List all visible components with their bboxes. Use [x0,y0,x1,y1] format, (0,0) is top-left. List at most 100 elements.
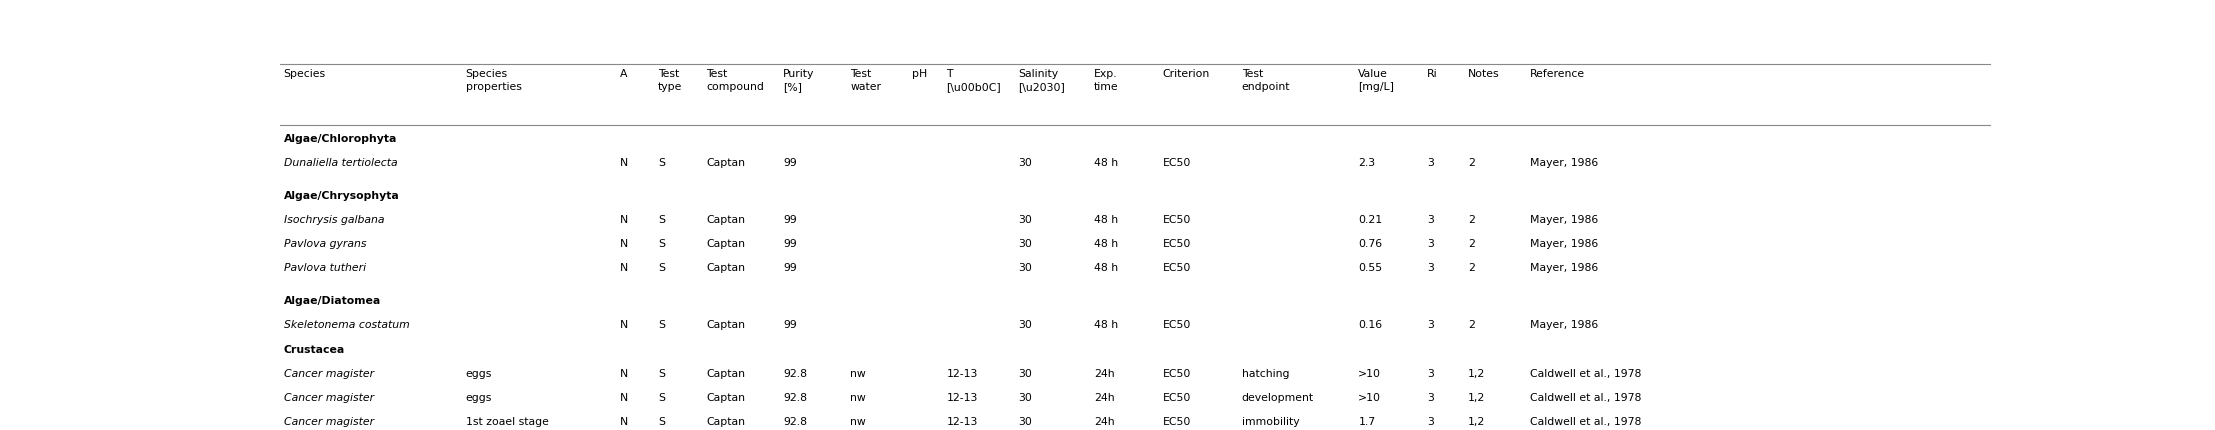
Text: Isochrysis galbana: Isochrysis galbana [284,215,383,225]
Text: 24h: 24h [1094,392,1114,402]
Text: Algae/Chlorophyta: Algae/Chlorophyta [284,134,396,144]
Text: S: S [658,368,664,378]
Text: S: S [658,319,664,329]
Text: 48 h: 48 h [1094,158,1119,168]
Text: EC50: EC50 [1163,416,1192,426]
Text: Species: Species [284,69,326,79]
Text: 30: 30 [1019,262,1032,273]
Text: Test
type: Test type [658,69,682,92]
Text: 99: 99 [784,239,797,249]
Text: Mayer, 1986: Mayer, 1986 [1531,158,1599,168]
Text: Skeletonema costatum: Skeletonema costatum [284,319,410,329]
Text: A: A [620,69,627,79]
Text: 99: 99 [784,319,797,329]
Text: Test
water: Test water [851,69,882,92]
Text: Salinity
[\u2030]: Salinity [\u2030] [1019,69,1065,92]
Text: 3: 3 [1426,215,1433,225]
Text: EC50: EC50 [1163,368,1192,378]
Text: Captan: Captan [707,239,744,249]
Text: 30: 30 [1019,239,1032,249]
Text: Caldwell et al., 1978: Caldwell et al., 1978 [1531,368,1641,378]
Text: 2.3: 2.3 [1358,158,1376,168]
Text: 3: 3 [1426,416,1433,426]
Text: S: S [658,262,664,273]
Text: 2: 2 [1469,319,1475,329]
Text: 3: 3 [1426,239,1433,249]
Text: 1,2: 1,2 [1469,368,1486,378]
Text: 2: 2 [1469,215,1475,225]
Text: EC50: EC50 [1163,262,1192,273]
Text: EC50: EC50 [1163,215,1192,225]
Text: Algae/Chrysophyta: Algae/Chrysophyta [284,190,399,200]
Text: 1,2: 1,2 [1469,392,1486,402]
Text: development: development [1243,392,1313,402]
Text: 3: 3 [1426,319,1433,329]
Text: Purity
[%]: Purity [%] [784,69,815,92]
Text: Crustacea: Crustacea [284,344,346,354]
Text: Test
compound: Test compound [707,69,764,92]
Text: 1st zoael stage: 1st zoael stage [465,416,549,426]
Text: Captan: Captan [707,368,744,378]
Text: 12-13: 12-13 [946,392,977,402]
Text: immobility: immobility [1243,416,1300,426]
Text: 1.7: 1.7 [1358,416,1376,426]
Text: N: N [620,239,629,249]
Text: 3: 3 [1426,368,1433,378]
Text: Caldwell et al., 1978: Caldwell et al., 1978 [1531,392,1641,402]
Text: 1,2: 1,2 [1469,416,1486,426]
Text: S: S [658,392,664,402]
Text: N: N [620,416,629,426]
Text: Captan: Captan [707,416,744,426]
Text: 99: 99 [784,215,797,225]
Text: 2: 2 [1469,262,1475,273]
Text: N: N [620,392,629,402]
Text: 99: 99 [784,262,797,273]
Text: nw: nw [851,368,866,378]
Text: Captan: Captan [707,392,744,402]
Text: 0.16: 0.16 [1358,319,1382,329]
Text: 48 h: 48 h [1094,319,1119,329]
Text: 0.21: 0.21 [1358,215,1382,225]
Text: Reference: Reference [1531,69,1586,79]
Text: 12-13: 12-13 [946,416,977,426]
Text: pH: pH [913,69,928,79]
Text: S: S [658,215,664,225]
Text: 92.8: 92.8 [784,368,806,378]
Text: 30: 30 [1019,215,1032,225]
Text: EC50: EC50 [1163,392,1192,402]
Text: Criterion: Criterion [1163,69,1209,79]
Text: Dunaliella tertiolecta: Dunaliella tertiolecta [284,158,396,168]
Text: 3: 3 [1426,262,1433,273]
Text: Captan: Captan [707,215,744,225]
Text: S: S [658,239,664,249]
Text: N: N [620,262,629,273]
Text: T
[\u00b0C]: T [\u00b0C] [946,69,1001,92]
Text: 0.76: 0.76 [1358,239,1382,249]
Text: 30: 30 [1019,416,1032,426]
Text: 48 h: 48 h [1094,239,1119,249]
Text: N: N [620,158,629,168]
Text: EC50: EC50 [1163,319,1192,329]
Text: Notes: Notes [1469,69,1500,79]
Text: EC50: EC50 [1163,158,1192,168]
Text: S: S [658,158,664,168]
Text: Ri: Ri [1426,69,1438,79]
Text: Mayer, 1986: Mayer, 1986 [1531,262,1599,273]
Text: 30: 30 [1019,319,1032,329]
Text: eggs: eggs [465,368,492,378]
Text: Captan: Captan [707,319,744,329]
Text: 48 h: 48 h [1094,262,1119,273]
Text: Caldwell et al., 1978: Caldwell et al., 1978 [1531,416,1641,426]
Text: Species
properties: Species properties [465,69,521,92]
Text: 24h: 24h [1094,416,1114,426]
Text: Value
[mg/L]: Value [mg/L] [1358,69,1395,92]
Text: EC50: EC50 [1163,239,1192,249]
Text: >10: >10 [1358,392,1382,402]
Text: Cancer magister: Cancer magister [284,368,374,378]
Text: 24h: 24h [1094,368,1114,378]
Text: N: N [620,215,629,225]
Text: Mayer, 1986: Mayer, 1986 [1531,215,1599,225]
Text: 92.8: 92.8 [784,392,806,402]
Text: Algae/Diatomea: Algae/Diatomea [284,295,381,305]
Text: Test
endpoint: Test endpoint [1243,69,1289,92]
